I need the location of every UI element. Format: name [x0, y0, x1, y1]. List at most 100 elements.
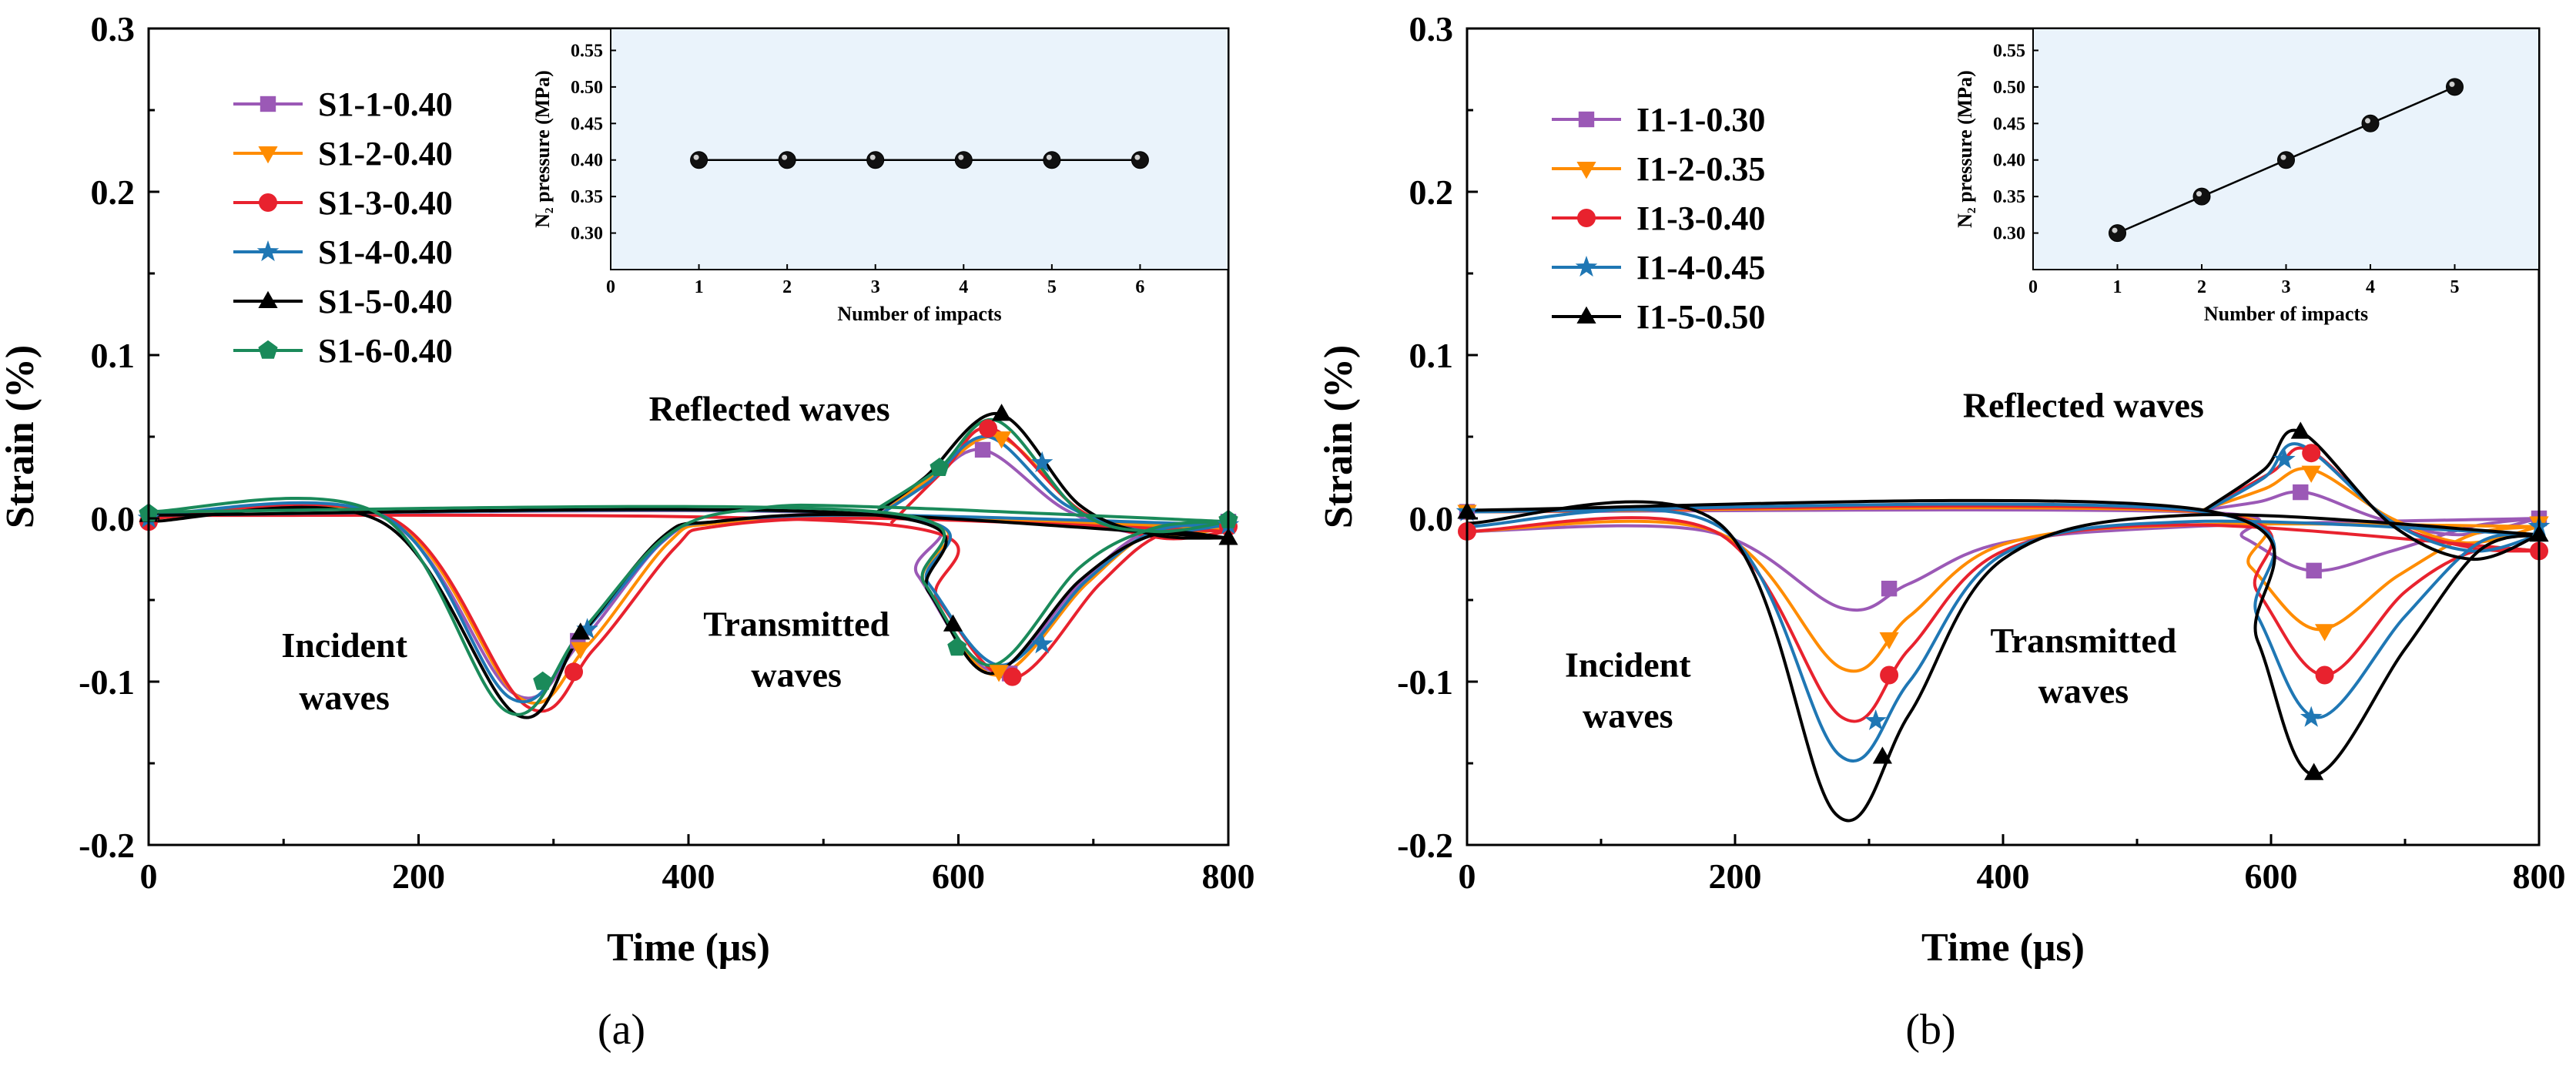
- inset-x-tick-label: 4: [2366, 277, 2375, 297]
- inset-point: [2192, 187, 2211, 206]
- annotation-text: Incident: [281, 625, 407, 665]
- x-axis-label: Time (μs): [1921, 926, 2085, 970]
- inset-point: [1131, 151, 1149, 169]
- x-tick-label: 0: [1459, 856, 1476, 896]
- panel-label: (a): [598, 1006, 645, 1054]
- y-tick-label: -0.1: [79, 662, 135, 702]
- series-marker-S1-5-0.40-3: [943, 614, 963, 632]
- inset-x-tick-label: 2: [2197, 277, 2206, 297]
- inset-y-tick-label: 0.50: [1993, 78, 2025, 98]
- panel-label: (b): [1905, 1006, 1955, 1054]
- y-tick-label: 0.3: [1409, 9, 1454, 49]
- series-marker-I1-2-0.35-1: [1879, 632, 1899, 650]
- inset-x-tick-label: 1: [695, 277, 704, 297]
- series-marker-S1-5-0.40-1: [571, 622, 591, 640]
- x-tick-label: 400: [662, 856, 715, 896]
- series-marker-S1-5-0.40-2: [991, 404, 1012, 421]
- series-line-I1-5-0.50-reflected: [2202, 428, 2539, 561]
- y-tick-label: 0.2: [91, 173, 136, 212]
- x-tick-label: 200: [392, 856, 445, 896]
- series-line-I1-2-0.35-transmitted: [1467, 506, 2539, 632]
- legend-label-S1-3-0.40: S1-3-0.40: [318, 184, 453, 222]
- y-axis-label: Strain (%): [1317, 345, 1361, 528]
- y-tick-label: 0.0: [1409, 499, 1454, 538]
- x-tick-label: 800: [1202, 856, 1255, 896]
- series-marker-I1-5-0.50-3: [2304, 763, 2324, 780]
- annotation-text: waves: [751, 655, 842, 694]
- series-line-S1-6-0.40-incident: [149, 496, 1228, 716]
- series-marker-S1-6-0.40-1: [533, 671, 553, 690]
- legend-marker-I1-2-0.35: [1576, 162, 1596, 179]
- series-marker-S1-4-0.40-2: [1030, 451, 1054, 473]
- legend-label-S1-5-0.40: S1-5-0.40: [318, 283, 453, 320]
- series-line-I1-2-0.35-reflected: [2196, 467, 2539, 545]
- inset-point: [954, 151, 973, 169]
- inset-y-tick-label: 0.45: [1993, 114, 2025, 134]
- panel-a: 0 200 400 600 800 -0.2 -0.1 0.0 0.1 0.2 0.3 Time (μ…: [0, 9, 1255, 1054]
- legend-marker-I1-4-0.45: [1575, 256, 1598, 277]
- inset-y-tick-label: 0.40: [571, 151, 603, 171]
- inset-y-tick-label: 0.50: [571, 78, 603, 98]
- series-marker-I1-5-0.50-1: [1872, 746, 1892, 764]
- y-tick-label: 0.2: [1409, 173, 1454, 212]
- legend-marker-S1-4-0.40: [256, 240, 280, 262]
- legend-marker-S1-2-0.40: [258, 146, 278, 164]
- series-marker-S1-2-0.40-2: [991, 431, 1012, 449]
- inset-point: [2277, 151, 2295, 169]
- legend-label-I1-3-0.40: I1-3-0.40: [1636, 199, 1765, 237]
- series-marker-S1-4-0.40-1: [576, 618, 598, 639]
- inset-x-tick-label: 0: [2028, 277, 2038, 297]
- annotation-text: Transmitted: [1990, 621, 2176, 660]
- legend-label-I1-5-0.50: I1-5-0.50: [1636, 298, 1765, 336]
- y-tick-label: -0.2: [79, 826, 135, 865]
- series-marker-S1-2-0.40-3: [989, 665, 1009, 682]
- inset-background: [610, 28, 1229, 270]
- series-marker-I1-1-0.30-3: [2306, 562, 2322, 579]
- legend-label-I1-1-0.30: I1-1-0.30: [1636, 101, 1765, 139]
- inset-point-highlight: [958, 154, 964, 160]
- inset-y-tick-label: 0.55: [571, 41, 603, 61]
- inset-point-highlight: [2365, 118, 2370, 124]
- y-tick-label: 0.1: [1409, 336, 1454, 375]
- x-tick-label: 0: [140, 856, 158, 896]
- series-marker-S1-6-0.40-2: [930, 458, 950, 476]
- inset-y-tick-label: 0.45: [571, 114, 603, 134]
- inset-y-axis-label: N₂ pressure (MPa): [531, 70, 554, 228]
- inset-x-tick-label: 3: [2282, 277, 2291, 297]
- inset-point-highlight: [782, 154, 788, 160]
- series-marker-S1-3-0.40-1: [564, 662, 584, 682]
- series-marker-I1-1-0.30-1: [1881, 580, 1898, 597]
- series-line-I1-5-0.50-transmitted: [1467, 498, 2539, 776]
- inset-x-tick-label: 0: [606, 277, 615, 297]
- legend-label-S1-6-0.40: S1-6-0.40: [318, 332, 453, 370]
- series-line-I1-4-0.45-incident: [1467, 508, 2539, 763]
- x-tick-label: 800: [2513, 856, 2566, 896]
- inset-x-tick-label: 3: [871, 277, 880, 297]
- annotation-text: Reflected waves: [649, 389, 890, 428]
- legend-marker-S1-3-0.40: [259, 193, 277, 212]
- x-tick-label: 200: [1709, 856, 1762, 896]
- inset-x-tick-label: 5: [2450, 277, 2460, 297]
- inset-x-tick-label: 5: [1047, 277, 1057, 297]
- inset-point-highlight: [2112, 227, 2118, 233]
- series-line-S1-6-0.40-transmitted: [149, 505, 1228, 667]
- legend-marker-I1-1-0.30: [1578, 111, 1595, 128]
- inset-point-highlight: [2280, 154, 2286, 160]
- inset-point: [690, 151, 708, 169]
- annotation-text: waves: [1583, 696, 1673, 735]
- y-tick-label: 0.3: [91, 9, 136, 49]
- series-marker-S1-3-0.40-3: [1003, 667, 1022, 686]
- annotation-text: waves: [2038, 672, 2129, 711]
- inset-point: [2109, 224, 2126, 243]
- series-line-I1-4-0.45-transmitted: [1467, 502, 2539, 719]
- annotation-text: waves: [299, 678, 390, 717]
- x-axis-label: Time (μs): [607, 926, 770, 970]
- series-marker-S1-3-0.40-2: [979, 419, 998, 438]
- inset-y-axis-label: N₂ pressure (MPa): [1954, 70, 1976, 228]
- series-marker-I1-4-0.45-3: [2300, 706, 2323, 727]
- inset-y-tick-label: 0.35: [571, 187, 603, 207]
- inset-point-highlight: [2449, 81, 2455, 87]
- inset-point-highlight: [693, 154, 699, 160]
- annotation-text: Reflected waves: [1963, 386, 2204, 425]
